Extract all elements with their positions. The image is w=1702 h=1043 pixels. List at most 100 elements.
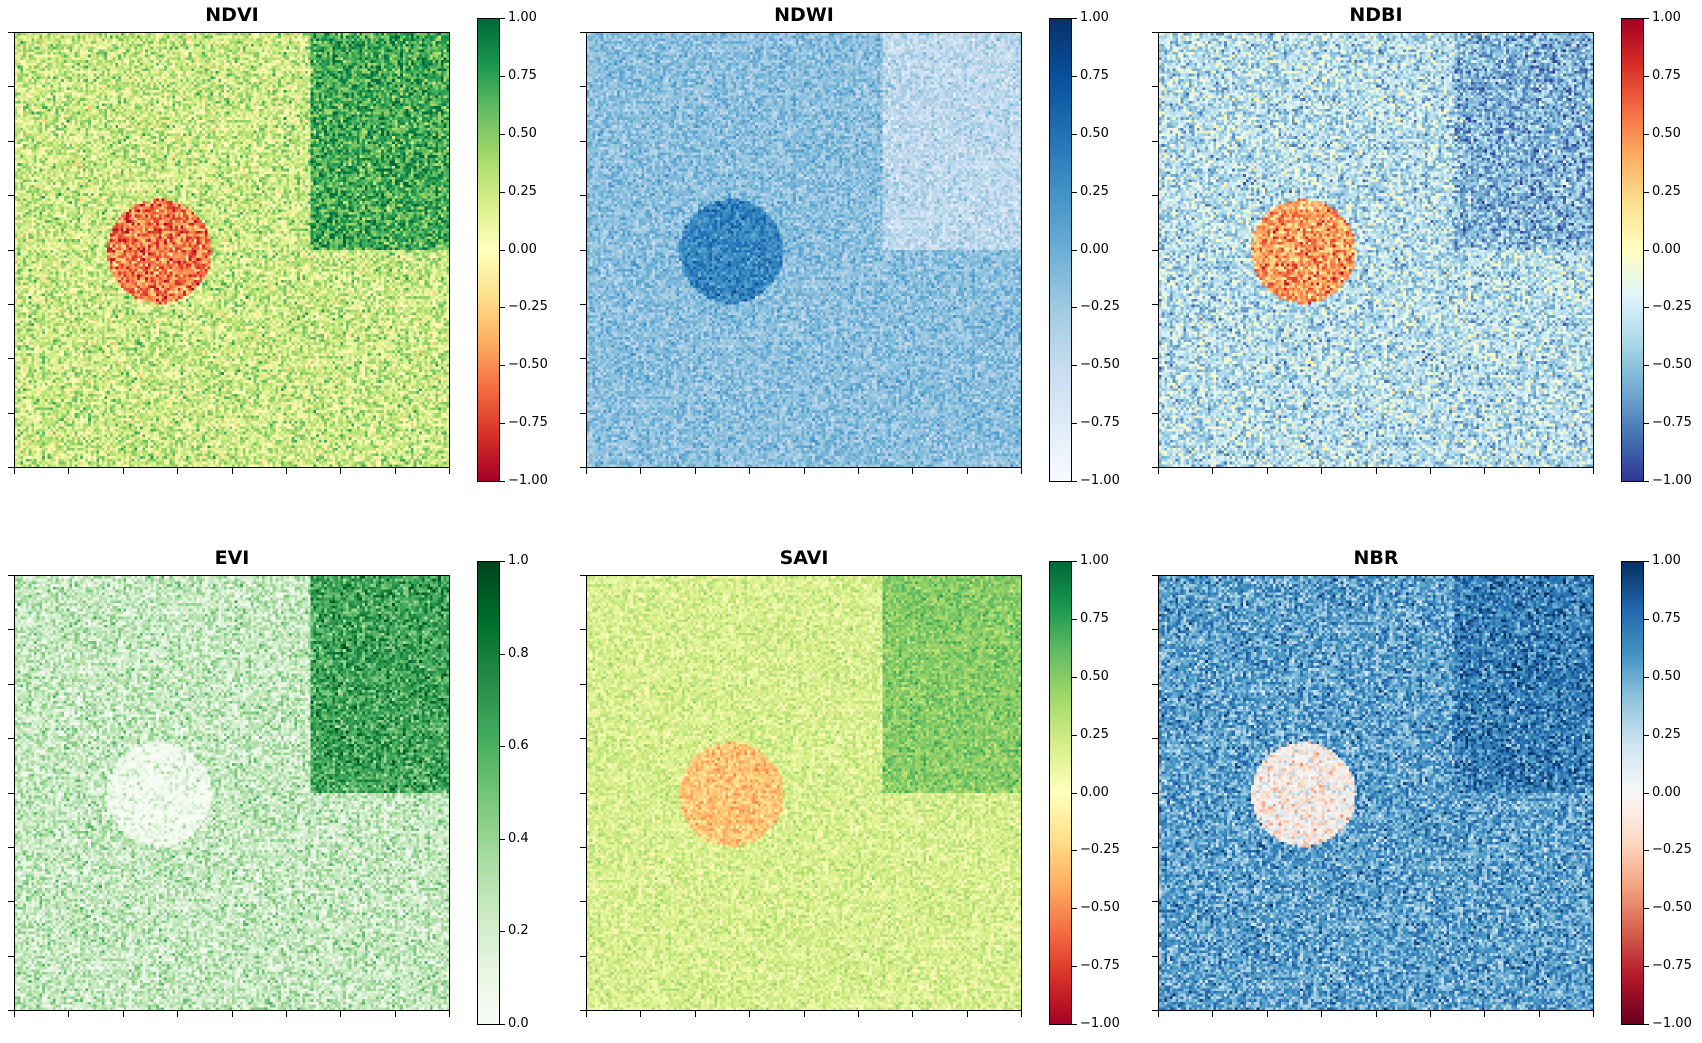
colorbar-tick-label: −0.50 bbox=[1652, 357, 1692, 373]
colorbar-tick-label: 0.00 bbox=[1080, 784, 1109, 800]
y-axis-tick bbox=[8, 303, 14, 305]
colorbar-tick-label: 0.75 bbox=[1080, 67, 1109, 83]
y-axis-tick bbox=[1152, 467, 1158, 468]
x-axis-tick bbox=[394, 468, 396, 474]
heatmap-image bbox=[1159, 33, 1593, 467]
colorbar-tick bbox=[1644, 850, 1649, 852]
x-axis-tick bbox=[1593, 1011, 1594, 1017]
colorbar-tick-label: −0.75 bbox=[1652, 415, 1692, 431]
y-axis-tick bbox=[580, 86, 586, 88]
x-axis-tick bbox=[1321, 1011, 1323, 1017]
colorbar-tick-label: −0.50 bbox=[1080, 357, 1120, 373]
colorbar-tick-label: 0.4 bbox=[508, 830, 529, 846]
colorbar-tick bbox=[1644, 734, 1649, 736]
colorbar-tick-label: 0.25 bbox=[1652, 183, 1681, 199]
y-axis-tick bbox=[580, 792, 586, 794]
colorbar bbox=[1621, 561, 1644, 1025]
y-axis-tick bbox=[1152, 32, 1158, 33]
colorbar-tick-label: 0.25 bbox=[508, 183, 537, 199]
colorbar-tick-label: −1.00 bbox=[1652, 473, 1692, 488]
x-axis-tick bbox=[449, 1011, 450, 1017]
y-axis-tick bbox=[8, 195, 14, 197]
colorbar-tick-label: 0.0 bbox=[508, 1016, 529, 1031]
colorbar-tick bbox=[1072, 75, 1077, 77]
x-axis-tick bbox=[694, 468, 696, 474]
x-axis-tick bbox=[231, 468, 233, 474]
colorbar-tick-label: 1.0 bbox=[508, 553, 529, 568]
colorbar bbox=[477, 561, 500, 1025]
heatmap-plot bbox=[14, 575, 450, 1011]
colorbar-tick bbox=[500, 481, 505, 482]
x-axis-tick bbox=[285, 468, 287, 474]
colorbar-tick bbox=[1072, 908, 1077, 910]
colorbar-tick-label: −1.00 bbox=[1080, 473, 1120, 488]
colorbar-tick bbox=[1644, 307, 1649, 309]
y-axis-tick bbox=[1152, 140, 1158, 142]
colorbar-tick-label: 1.00 bbox=[508, 10, 537, 25]
colorbar-tick bbox=[500, 931, 505, 933]
colorbar-tick bbox=[1644, 561, 1649, 562]
x-axis-tick bbox=[1538, 1011, 1540, 1017]
x-axis-tick bbox=[14, 1011, 15, 1017]
colorbar-tick bbox=[500, 838, 505, 840]
y-axis-tick bbox=[580, 249, 586, 251]
colorbar-tick bbox=[1072, 1024, 1077, 1025]
y-axis-tick bbox=[580, 846, 586, 848]
colorbar-tick bbox=[1644, 792, 1649, 794]
colorbar-tick bbox=[1072, 133, 1077, 135]
y-axis-tick bbox=[1152, 195, 1158, 197]
colorbar-tick bbox=[1644, 249, 1649, 251]
y-axis-tick bbox=[8, 358, 14, 360]
heatmap-image bbox=[15, 576, 449, 1010]
x-axis-tick bbox=[177, 468, 179, 474]
y-axis-tick bbox=[1152, 955, 1158, 957]
y-axis-tick bbox=[8, 467, 14, 468]
y-axis-tick bbox=[1152, 575, 1158, 576]
y-axis-tick bbox=[580, 303, 586, 305]
y-axis-tick bbox=[8, 575, 14, 576]
colorbar-tick-label: 1.00 bbox=[1080, 553, 1109, 568]
colorbar-tick bbox=[500, 423, 505, 425]
colorbar-tick bbox=[1072, 734, 1077, 736]
y-axis-tick bbox=[580, 955, 586, 957]
colorbar-tick bbox=[1072, 307, 1077, 309]
colorbar-tick-label: 0.50 bbox=[508, 125, 537, 141]
heatmap-plot bbox=[586, 32, 1022, 468]
y-axis-tick bbox=[580, 901, 586, 903]
x-axis-tick bbox=[1212, 1011, 1214, 1017]
colorbar-tick-label: 0.75 bbox=[1080, 610, 1109, 626]
x-axis-tick bbox=[803, 1011, 805, 1017]
x-axis-tick bbox=[1266, 468, 1268, 474]
colorbar-tick bbox=[1072, 561, 1077, 562]
heatmap-plot bbox=[1158, 575, 1594, 1011]
colorbar-tick bbox=[500, 746, 505, 748]
x-axis-tick bbox=[640, 1011, 642, 1017]
y-axis-tick bbox=[580, 467, 586, 468]
x-axis-tick bbox=[340, 468, 342, 474]
colorbar-tick bbox=[1072, 618, 1077, 620]
colorbar-tick-label: 0.25 bbox=[1652, 726, 1681, 742]
colorbar bbox=[1049, 561, 1072, 1025]
x-axis-tick bbox=[912, 1011, 914, 1017]
y-axis-tick bbox=[1152, 358, 1158, 360]
colorbar-tick bbox=[500, 133, 505, 135]
colorbar-tick bbox=[1644, 1024, 1649, 1025]
y-axis-tick bbox=[1152, 629, 1158, 631]
y-axis-tick bbox=[1152, 249, 1158, 251]
colorbar-tick-label: 0.00 bbox=[1652, 784, 1681, 800]
x-axis-tick bbox=[231, 1011, 233, 1017]
y-axis-tick bbox=[580, 358, 586, 360]
y-axis-tick bbox=[1152, 901, 1158, 903]
y-axis-tick bbox=[580, 629, 586, 631]
x-axis-tick bbox=[912, 468, 914, 474]
y-axis-tick bbox=[8, 86, 14, 88]
colorbar-tick bbox=[1644, 966, 1649, 968]
y-axis-tick bbox=[580, 683, 586, 685]
x-axis-tick bbox=[340, 1011, 342, 1017]
heatmap-image bbox=[587, 576, 1021, 1010]
colorbar-tick-label: −0.50 bbox=[1652, 900, 1692, 916]
y-axis-tick bbox=[8, 1010, 14, 1011]
y-axis-tick bbox=[8, 683, 14, 685]
colorbar-tick bbox=[1644, 481, 1649, 482]
heatmap-image bbox=[587, 33, 1021, 467]
